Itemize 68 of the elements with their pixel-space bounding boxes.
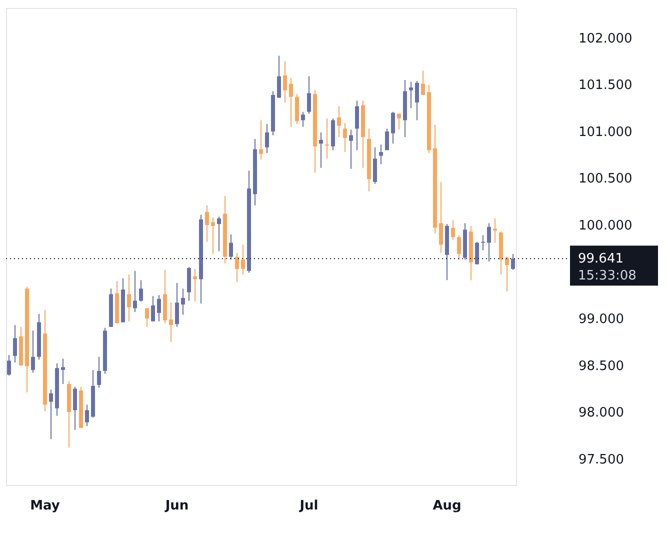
text: 15:33:08 [578,268,636,284]
candlestick [355,100,359,151]
candlestick [49,389,53,440]
candlestick [493,218,497,244]
ref-line-label: 99.641 [578,252,624,267]
y-tick-label: 100.500 [578,172,632,187]
candlestick [391,111,395,144]
candlestick [349,129,353,170]
candlestick [85,404,89,427]
candlestick [319,132,323,168]
candlestick [511,253,515,270]
candlestick [217,216,221,252]
candlestick [481,234,485,251]
candlestick [289,78,293,128]
y-tick-label: 102.000 [578,31,632,46]
x-tick-label: Aug [432,498,462,514]
y-tick-label: 100.000 [578,218,632,234]
candlestick [157,294,161,322]
y-tick-label: 99.000 [578,312,624,328]
candlestick [139,280,143,302]
candlestick [385,128,389,151]
candlestick [151,296,155,322]
candlestick [277,55,281,98]
candlestick [127,274,131,322]
candlestick [307,76,311,114]
x-tick-label: May [30,498,60,514]
candlestick [475,241,479,265]
candlestick [325,118,329,160]
candlestick [97,356,101,388]
candlestick [7,354,11,376]
candlestick [457,234,461,260]
candlestick [229,234,233,260]
candlestick [343,122,347,153]
x-tick-label: Jul [298,498,318,514]
candlestick [13,324,17,363]
candlestick [205,204,209,242]
candlestick [283,60,287,103]
candlestick [73,386,77,430]
candlestick [175,282,179,328]
x-tick-label: Jun [164,498,189,514]
candlestick [397,113,401,130]
candlestick [487,222,491,262]
candlestick [301,111,305,128]
candlestick [259,120,263,160]
candlestick [241,244,245,276]
candlestick [211,217,215,254]
candlestick [451,220,455,240]
candlestick [145,308,149,328]
candlestick [169,302,173,342]
candlestick [337,106,341,138]
candlestick [61,358,65,384]
candlestick [235,252,239,283]
candlestick [373,146,377,184]
candlestick [439,181,443,254]
candlestick [133,270,137,312]
y-tick-label: 98.000 [578,406,624,421]
candlestick [409,81,413,109]
y-tick-label: 98.500 [578,358,624,374]
candlestick [505,256,509,292]
y-tick-label: 97.500 [578,452,624,468]
y-tick-label: 101.500 [578,78,632,94]
candlestick [265,123,269,154]
candlestick [415,80,419,121]
candlestick [379,144,383,165]
candlestick [421,70,425,96]
y-tick-label: 101.000 [578,124,632,140]
candlestick [181,288,185,316]
candlestick [31,330,35,374]
